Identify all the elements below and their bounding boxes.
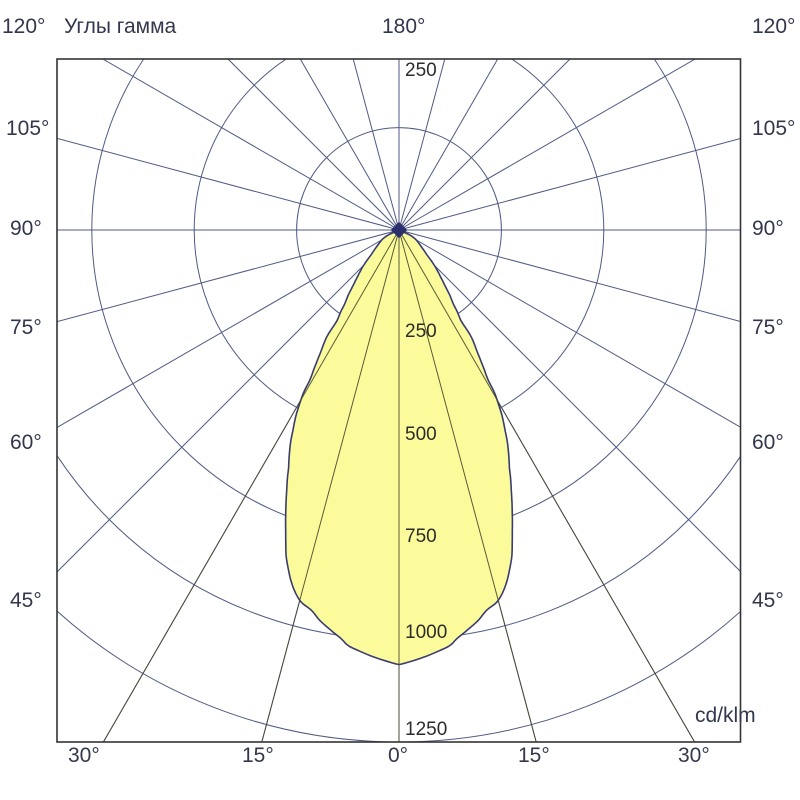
svg-text:1250: 1250	[405, 719, 447, 740]
svg-text:1000: 1000	[405, 622, 447, 643]
svg-text:250: 250	[405, 321, 437, 342]
svg-text:750: 750	[405, 526, 437, 547]
svg-text:250: 250	[405, 60, 437, 81]
svg-text:500: 500	[405, 424, 437, 445]
